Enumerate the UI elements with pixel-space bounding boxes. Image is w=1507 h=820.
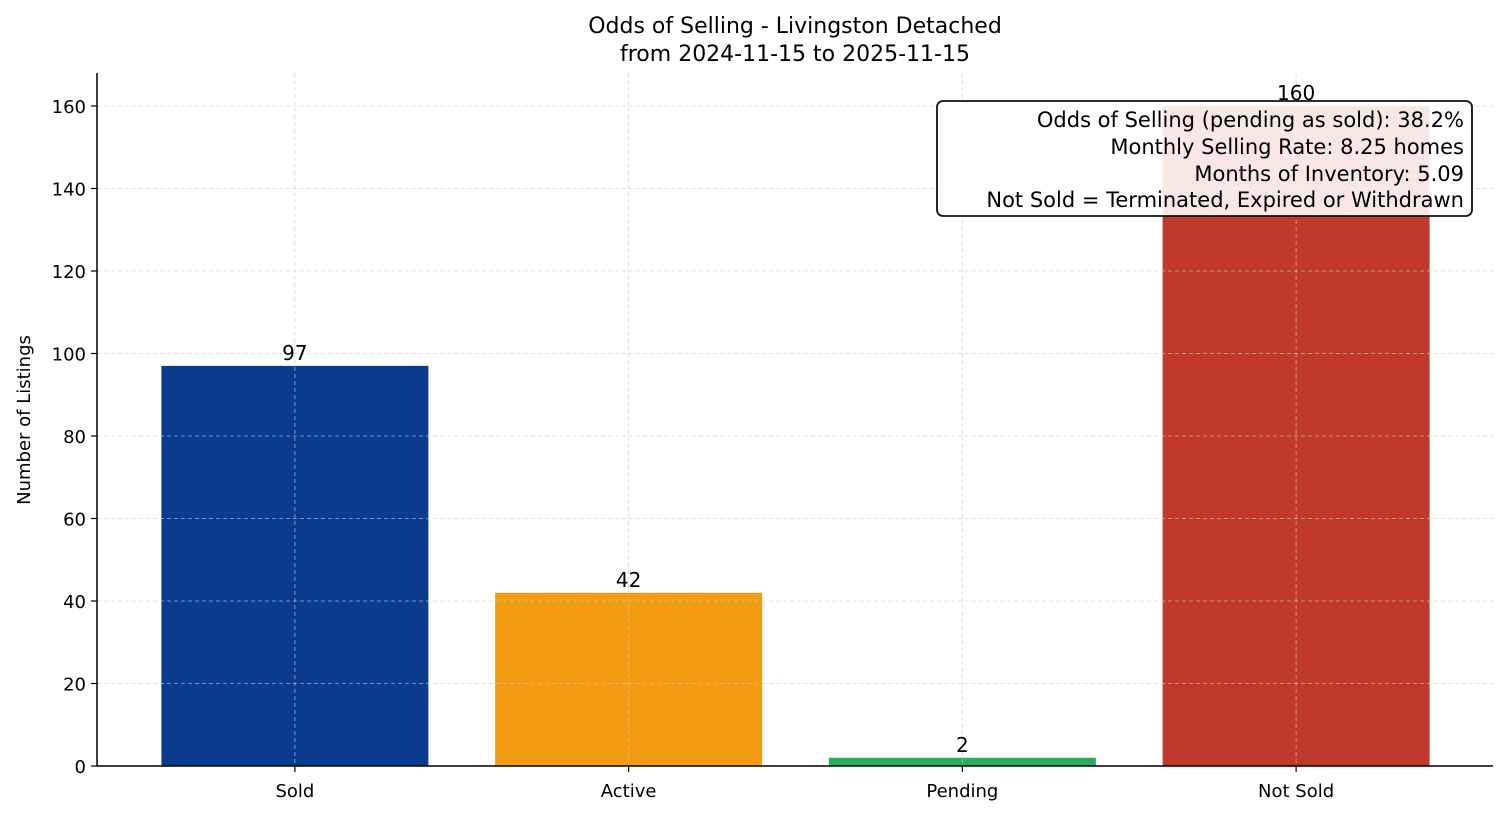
y-tick-label: 100 bbox=[52, 345, 86, 366]
x-tick-label: Not Sold bbox=[1258, 781, 1334, 802]
annotation-line: Odds of Selling (pending as sold): 38.2% bbox=[1037, 108, 1464, 132]
annotation-line: Not Sold = Terminated, Expired or Withdr… bbox=[986, 188, 1464, 212]
y-tick-label: 40 bbox=[63, 592, 86, 613]
chart-subtitle: from 2024-11-15 to 2025-11-15 bbox=[620, 42, 970, 67]
annotation-background bbox=[936, 100, 1473, 217]
x-tick-label: Sold bbox=[275, 781, 314, 802]
data-label: 2 bbox=[956, 733, 969, 757]
y-axis-label: Number of Listings bbox=[14, 335, 35, 505]
y-tick-label: 60 bbox=[63, 510, 86, 531]
annotation-box: Odds of Selling (pending as sold): 38.2%… bbox=[936, 100, 1473, 217]
annotation-line: Months of Inventory: 5.09 bbox=[1194, 162, 1464, 186]
annotation-line: Monthly Selling Rate: 8.25 homes bbox=[1110, 135, 1464, 159]
x-tick-label: Pending bbox=[926, 781, 998, 802]
y-tick-label: 120 bbox=[52, 262, 86, 283]
y-tick-label: 20 bbox=[63, 675, 86, 696]
y-tick-label: 0 bbox=[75, 757, 86, 778]
y-tick-label: 140 bbox=[52, 180, 86, 201]
data-label: 42 bbox=[616, 568, 641, 592]
data-label: 97 bbox=[282, 341, 307, 365]
x-tick-label: Active bbox=[601, 781, 657, 802]
y-tick-label: 80 bbox=[63, 427, 86, 448]
axes: 0 20 40 60 80 100 120 140 160 Sold Active Pending No… bbox=[52, 73, 1493, 802]
chart-title: Odds of Selling - Livingston Detached bbox=[588, 14, 1002, 39]
y-tick-label: 160 bbox=[52, 97, 86, 118]
